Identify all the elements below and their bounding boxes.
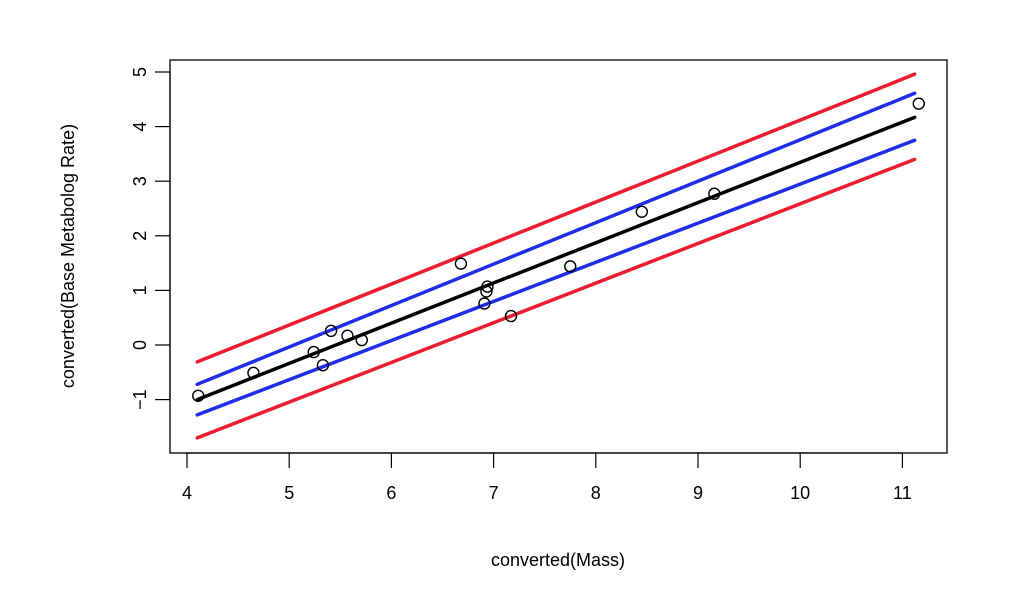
x-tick-label: 6	[386, 483, 396, 503]
y-tick-label: −1	[130, 389, 150, 410]
data-point	[480, 285, 493, 298]
line-confidence-lower	[195, 138, 917, 417]
x-tick-label: 10	[790, 483, 810, 503]
line-confidence-upper	[195, 91, 917, 387]
data-point	[341, 329, 354, 342]
data-point	[307, 345, 320, 359]
data-point	[247, 366, 260, 380]
y-tick-label: 1	[130, 285, 150, 295]
data-point	[478, 297, 491, 310]
y-tick-label: 4	[130, 122, 150, 132]
x-tick-label: 11	[893, 483, 912, 503]
y-axis-title: converted(Base Metabolog Rate)	[58, 124, 78, 388]
data-point	[912, 97, 925, 110]
x-tick-label: 7	[489, 483, 499, 503]
data-point	[192, 389, 205, 402]
data-point	[564, 260, 577, 273]
data-point	[635, 205, 648, 218]
data-point	[324, 324, 338, 338]
x-tick-label: 8	[591, 483, 601, 503]
x-tick-label: 9	[693, 483, 703, 503]
regression-lines	[195, 72, 917, 440]
x-tick-label: 5	[284, 483, 294, 503]
y-axis: −1 0 1 2 3 4 5	[130, 67, 171, 410]
y-tick-label: 0	[130, 340, 150, 350]
y-tick-label: 5	[130, 67, 150, 77]
line-prediction-lower	[195, 157, 917, 440]
x-axis: 4 5 6 7 8 9 10 11	[182, 452, 912, 503]
x-axis-title: converted(Mass)	[491, 550, 625, 570]
data-point	[504, 309, 518, 323]
data-point	[481, 280, 494, 293]
y-tick-label: 3	[130, 176, 150, 186]
y-tick-label: 2	[130, 231, 150, 241]
data-point	[454, 257, 468, 270]
data-point	[355, 333, 368, 347]
data-point	[316, 359, 330, 372]
data-points	[192, 97, 925, 402]
x-tick-label: 4	[182, 483, 192, 503]
line-prediction-upper	[195, 72, 917, 364]
data-point	[708, 187, 721, 200]
line-fit	[195, 115, 917, 402]
